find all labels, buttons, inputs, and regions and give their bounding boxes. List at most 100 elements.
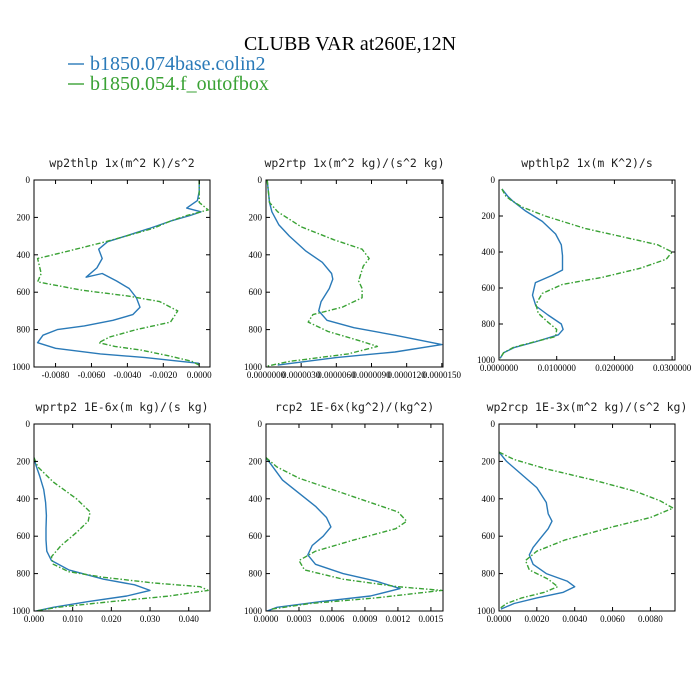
chart-panel-0: wp2thlp 1x(m^2 K)/s^2 0 200 400 600 800 1000 -0… — [12, 156, 212, 380]
x-tick-label: 0.0000120 — [388, 370, 427, 380]
y-tick-label: 0 — [491, 419, 496, 429]
y-tick-label: 0 — [258, 175, 263, 185]
y-tick-label: 800 — [482, 569, 496, 579]
series-line-1 — [499, 451, 674, 610]
y-tick-label: 600 — [482, 531, 496, 541]
panel-title: wpthlp2 1x(m K^2)/s — [521, 156, 653, 170]
x-tick-label: 0.0009 — [353, 614, 378, 624]
y-tick-label: 1000 — [12, 362, 31, 372]
x-tick-label: 0.0020 — [524, 614, 549, 624]
x-tick-label: -0.0080 — [42, 370, 70, 380]
x-tick-label: 0.000 — [24, 614, 45, 624]
plot-frame — [33, 179, 211, 368]
x-tick-label: 0.0000060 — [317, 370, 356, 380]
y-tick-label: 400 — [482, 494, 496, 504]
series-line-0 — [36, 180, 202, 364]
series-line-0 — [499, 451, 576, 610]
y-tick-label: 600 — [17, 531, 31, 541]
chart-panel-1: wp2rtp 1x(m^2 kg)/(s^2 kg)0 200 400 600 800 1… — [244, 156, 461, 380]
y-tick-label: 0 — [26, 175, 31, 185]
x-tick-label: 0.020 — [101, 614, 122, 624]
y-tick-label: 200 — [482, 211, 496, 221]
x-tick-label: 0.0000090 — [352, 370, 391, 380]
legend-label-1: b1850.054.f_outofbox — [90, 73, 269, 95]
y-tick-label: 200 — [249, 212, 263, 222]
x-tick-label: -0.0040 — [114, 370, 142, 380]
series-line-1 — [266, 180, 379, 367]
y-tick-label: 400 — [17, 494, 31, 504]
series-line-0 — [499, 188, 564, 359]
plot-frame — [498, 179, 676, 361]
x-tick-label: 0.0060 — [600, 614, 625, 624]
y-tick-label: 600 — [249, 287, 263, 297]
x-tick-label: 0.0100000 — [538, 363, 577, 373]
y-tick-label: 1000 — [244, 606, 263, 616]
x-tick-label: 0.030 — [140, 614, 161, 624]
panel-title: wprtp2 1E-6x(m kg)/(s kg) — [35, 400, 208, 414]
panels-container: wp2thlp 1x(m^2 K)/s^2 0 200 400 600 800 1000 -0… — [12, 156, 692, 624]
y-tick-label: 1000 — [244, 362, 263, 372]
panel-title: wp2thlp 1x(m^2 K)/s^2 — [49, 156, 194, 170]
x-tick-label: 0.010 — [63, 614, 84, 624]
x-tick-label: 0.0006 — [320, 614, 345, 624]
chart-panel-2: wpthlp2 1x(m K^2)/s 0 200 400 600 800 10000.00… — [477, 156, 692, 373]
x-tick-label: 0.0000 — [254, 614, 279, 624]
plot-frame — [265, 179, 444, 368]
series-line-1 — [34, 457, 209, 611]
chart-panel-5: wp2rcp 1E-3x(m^2 kg)/(s^2 kg) 0 200 400 600 8… — [477, 400, 687, 624]
y-tick-label: 1000 — [12, 606, 31, 616]
legend-label-0: b1850.074base.colin2 — [90, 53, 266, 75]
y-tick-label: 800 — [249, 569, 263, 579]
x-tick-label: 0.0200000 — [595, 363, 634, 373]
y-tick-label: 0 — [26, 419, 31, 429]
x-tick-label: 0.040 — [179, 614, 200, 624]
x-tick-label: 0.0000000 — [247, 370, 286, 380]
y-tick-label: 600 — [482, 283, 496, 293]
panel-title: wp2rtp 1x(m^2 kg)/(s^2 kg) — [264, 156, 444, 170]
y-tick-label: 600 — [17, 287, 31, 297]
series-line-1 — [499, 188, 673, 359]
series-line-1 — [36, 180, 209, 366]
chart-panel-3: wprtp2 1E-6x(m kg)/(s kg) 0 200 400 600 800 10… — [12, 400, 211, 624]
y-tick-label: 0 — [258, 419, 263, 429]
legend: b1850.074base.colin2 b1850.054.f_outofbo… — [68, 53, 269, 95]
x-tick-label: 0.0003 — [287, 614, 312, 624]
figure-title: CLUBB VAR at260E,12N — [244, 33, 456, 55]
x-tick-label: 0.0000000 — [480, 363, 519, 373]
y-tick-label: 400 — [249, 494, 263, 504]
x-tick-label: 0.0040 — [562, 614, 587, 624]
plot-frame — [498, 423, 676, 612]
x-tick-label: 0.0015 — [419, 614, 444, 624]
panel-title: wp2rcp 1E-3x(m^2 kg)/(s^2 kg) — [487, 400, 688, 414]
plot-frame — [265, 423, 444, 612]
x-tick-label: 0.0300000 — [653, 363, 692, 373]
plot-frame — [33, 423, 211, 612]
series-line-0 — [34, 457, 151, 611]
x-tick-label: 0.0000030 — [282, 370, 321, 380]
series-line-0 — [266, 457, 401, 611]
y-tick-label: 400 — [249, 250, 263, 260]
y-tick-label: 0 — [491, 175, 496, 185]
x-tick-label: -0.0060 — [78, 370, 106, 380]
panel-title: rcp2 1E-6x(kg^2)/(kg^2) — [275, 400, 434, 414]
chart-panel-4: rcp2 1E-6x(kg^2)/(kg^2) 0 200 400 600 800 1000… — [244, 400, 444, 624]
x-tick-label: 0.0012 — [386, 614, 411, 624]
x-tick-label: 0.0000 — [187, 370, 212, 380]
series-line-0 — [266, 180, 443, 366]
y-tick-label: 200 — [249, 456, 263, 466]
y-tick-label: 1000 — [477, 355, 496, 365]
y-tick-label: 800 — [482, 319, 496, 329]
y-tick-label: 400 — [482, 247, 496, 257]
x-tick-label: -0.0020 — [149, 370, 177, 380]
y-tick-label: 800 — [249, 325, 263, 335]
y-tick-label: 200 — [17, 456, 31, 466]
y-tick-label: 400 — [17, 250, 31, 260]
x-tick-label: 0.0000150 — [423, 370, 462, 380]
y-tick-label: 800 — [17, 325, 31, 335]
x-tick-label: 0.0000 — [487, 614, 512, 624]
y-tick-label: 200 — [482, 456, 496, 466]
y-tick-label: 600 — [249, 531, 263, 541]
x-tick-label: 0.0080 — [638, 614, 663, 624]
y-tick-label: 200 — [17, 212, 31, 222]
